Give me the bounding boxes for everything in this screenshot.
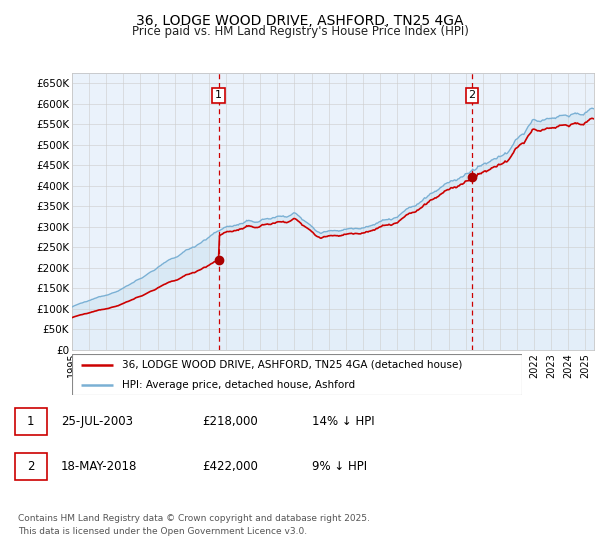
Text: 1: 1 (27, 415, 34, 428)
FancyBboxPatch shape (15, 408, 47, 435)
Text: Price paid vs. HM Land Registry's House Price Index (HPI): Price paid vs. HM Land Registry's House … (131, 25, 469, 38)
Text: 18-MAY-2018: 18-MAY-2018 (61, 460, 137, 473)
Text: 25-JUL-2003: 25-JUL-2003 (61, 415, 133, 428)
Text: 36, LODGE WOOD DRIVE, ASHFORD, TN25 4GA (detached house): 36, LODGE WOOD DRIVE, ASHFORD, TN25 4GA … (121, 360, 462, 370)
Text: 9% ↓ HPI: 9% ↓ HPI (311, 460, 367, 473)
Text: 1: 1 (215, 90, 222, 100)
Text: 14% ↓ HPI: 14% ↓ HPI (311, 415, 374, 428)
Text: HPI: Average price, detached house, Ashford: HPI: Average price, detached house, Ashf… (121, 380, 355, 390)
Text: £218,000: £218,000 (202, 415, 258, 428)
FancyBboxPatch shape (15, 452, 47, 480)
Text: £422,000: £422,000 (202, 460, 258, 473)
Text: 36, LODGE WOOD DRIVE, ASHFORD, TN25 4GA: 36, LODGE WOOD DRIVE, ASHFORD, TN25 4GA (136, 14, 464, 28)
Text: Contains HM Land Registry data © Crown copyright and database right 2025.
This d: Contains HM Land Registry data © Crown c… (18, 514, 370, 535)
Text: 2: 2 (469, 90, 476, 100)
Text: 2: 2 (27, 460, 34, 473)
FancyBboxPatch shape (72, 354, 522, 395)
